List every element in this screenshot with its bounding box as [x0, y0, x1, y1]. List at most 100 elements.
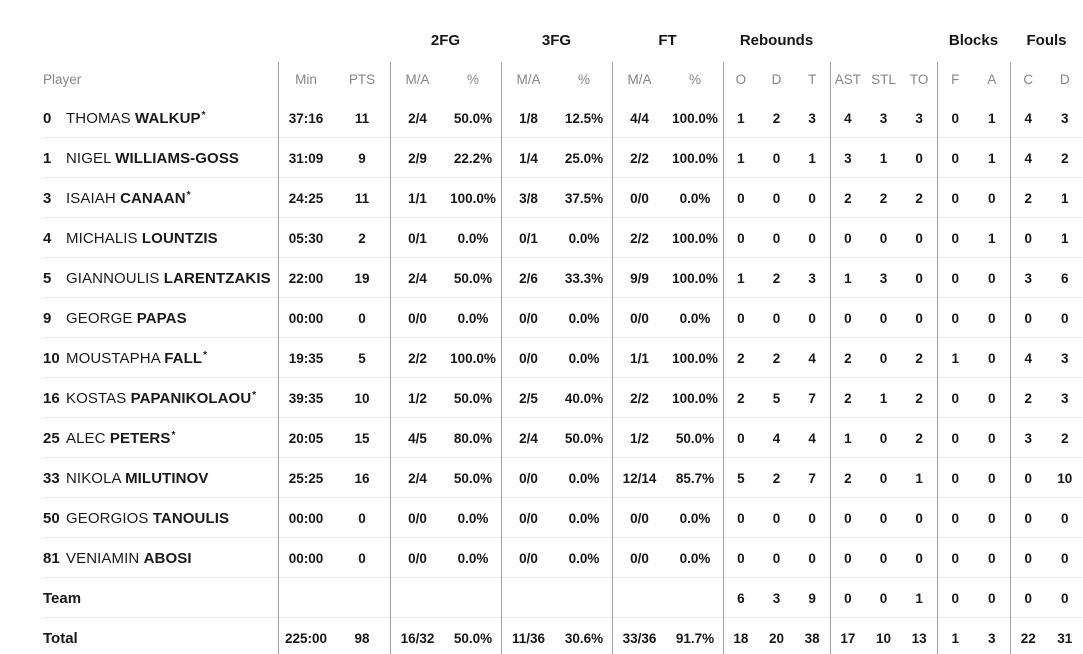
stat-2fg-pct: 0.0% [457, 230, 489, 246]
starter-asterisk: * [171, 429, 176, 441]
summary-label-cell: Team [0, 578, 278, 618]
stat-ft-pct: 100.0% [672, 230, 718, 246]
stat-ast: 0 [844, 550, 852, 566]
stat-reb-o: 1 [737, 110, 745, 126]
player-cell: 16 KOSTAS PAPANIKOLAOU* [0, 378, 278, 418]
stat-pts: 11 [354, 110, 370, 126]
stat-2fg-pct: 100.0% [450, 190, 496, 206]
stat-group: 0/0 0.0% [612, 298, 723, 338]
summary-label: Team [43, 589, 82, 607]
stat-stl: 0 [879, 470, 888, 486]
stat-2fg-pct: 50.0% [453, 390, 493, 406]
vertical-divider [390, 62, 391, 654]
player-row: 33 NIKOLA MILUTINOV 25:25 16 2/4 50.0% 0/0 0.0%… [0, 458, 1083, 498]
stat-ft-pct: 100.0% [672, 150, 718, 166]
stat-group: 1/2 50.0% [612, 418, 723, 458]
stat-foul-d: 3 [1060, 390, 1069, 406]
stat-ft-ma: 0/0 [630, 310, 649, 326]
stat-ft-pct: 100.0% [672, 110, 718, 126]
stat-reb-t: 1 [808, 150, 816, 166]
stat-foul-d: 31 [1057, 630, 1073, 646]
stat-2fg-ma: 0/1 [408, 230, 427, 246]
stat-ast: 17 [840, 630, 856, 646]
stat-ast: 0 [844, 230, 852, 246]
stat-3fg-pct: 0.0% [568, 230, 600, 246]
stat-3fg-pct: 37.5% [564, 190, 604, 206]
stat-to: 1 [915, 590, 923, 606]
player-name: ISAIAH CANAAN* [66, 190, 191, 207]
player-cell: 0 THOMAS WALKUP* [0, 98, 278, 138]
jersey-number: 1 [43, 149, 52, 167]
stat-ft-ma: 2/2 [630, 230, 649, 246]
jersey-number: 10 [43, 349, 60, 367]
stat-blk-f: 0 [951, 510, 959, 526]
stat-foul-c: 3 [1024, 430, 1032, 446]
col-player: Player [43, 71, 82, 87]
stat-group: 4/4 100.0% [612, 98, 723, 138]
jersey-number: 33 [43, 469, 60, 487]
stat-pts: 9 [358, 150, 366, 166]
stat-blk-a: 0 [987, 190, 996, 206]
stat-ast: 3 [844, 150, 852, 166]
stat-3fg-ma: 1/4 [519, 150, 538, 166]
stat-ast: 2 [844, 350, 852, 366]
stat-foul-c: 4 [1024, 150, 1032, 166]
stat-blk-a: 1 [987, 230, 996, 246]
player-name: NIKOLA MILUTINOV [66, 470, 208, 487]
stat-reb-o: 6 [737, 590, 745, 606]
stat-2fg-pct: 50.0% [453, 270, 493, 286]
stat-2fg-ma: 2/4 [408, 110, 427, 126]
group-ft: FT [612, 0, 723, 60]
stat-group: 2/4 50.0% [390, 98, 501, 138]
stat-group: 2/4 50.0% [501, 418, 612, 458]
player-first-name: ALEC [66, 429, 110, 447]
stat-3fg-pct: 33.3% [564, 270, 604, 286]
stat-3fg-ma: 0/1 [519, 230, 538, 246]
stat-3fg-ma: 0/0 [519, 310, 538, 326]
group-header-row: 2FG 3FG FT Rebounds Blocks Fouls [0, 0, 1083, 60]
player-cell: 33 NIKOLA MILUTINOV [0, 458, 278, 498]
stat-reb-t: 0 [808, 550, 816, 566]
stat-blk-f: 0 [951, 430, 959, 446]
stat-reb-d: 0 [772, 550, 781, 566]
stat-foul-d: 0 [1060, 550, 1069, 566]
table-body: 0 THOMAS WALKUP* 37:16 11 2/4 50.0% 1/8 12.5% 4/… [0, 98, 1083, 654]
stat-group: 0/0 0.0% [612, 538, 723, 578]
group-rebounds-label: Rebounds [739, 32, 814, 49]
stat-group: 0/0 0.0% [501, 458, 612, 498]
stat-blk-f: 0 [951, 310, 959, 326]
stat-group: 5 2 7 [723, 458, 830, 498]
group-spacer-player [0, 0, 278, 60]
stat-2fg-pct: 22.2% [453, 150, 493, 166]
stat-group: 0/0 0.0% [612, 498, 723, 538]
stat-ast: 4 [844, 110, 852, 126]
stat-blk-a: 0 [987, 390, 996, 406]
stat-reb-t: 7 [808, 470, 816, 486]
col-ast: AST [834, 71, 861, 87]
stat-group: 2 5 7 [723, 378, 830, 418]
stat-group: 1/1 100.0% [390, 178, 501, 218]
stat-foul-c: 2 [1024, 390, 1032, 406]
stat-2fg-ma: 2/9 [408, 150, 427, 166]
stat-group: 2/2 100.0% [612, 378, 723, 418]
stat-stl: 3 [879, 110, 888, 126]
stat-2fg-pct: 0.0% [457, 510, 489, 526]
player-name: NIGEL WILLIAMS-GOSS [66, 150, 239, 167]
stat-foul-c: 22 [1020, 630, 1036, 646]
player-first-name: KOSTAS [66, 389, 131, 407]
stat-min: 225:00 [284, 630, 328, 646]
stat-reb-d: 0 [772, 310, 781, 326]
stat-foul-c: 0 [1024, 310, 1032, 326]
stat-3fg-ma: 2/4 [519, 430, 538, 446]
stat-2fg-pct: 50.0% [453, 630, 493, 646]
player-name: ALEC PETERS* [66, 430, 175, 447]
stat-3fg-pct: 0.0% [568, 350, 600, 366]
